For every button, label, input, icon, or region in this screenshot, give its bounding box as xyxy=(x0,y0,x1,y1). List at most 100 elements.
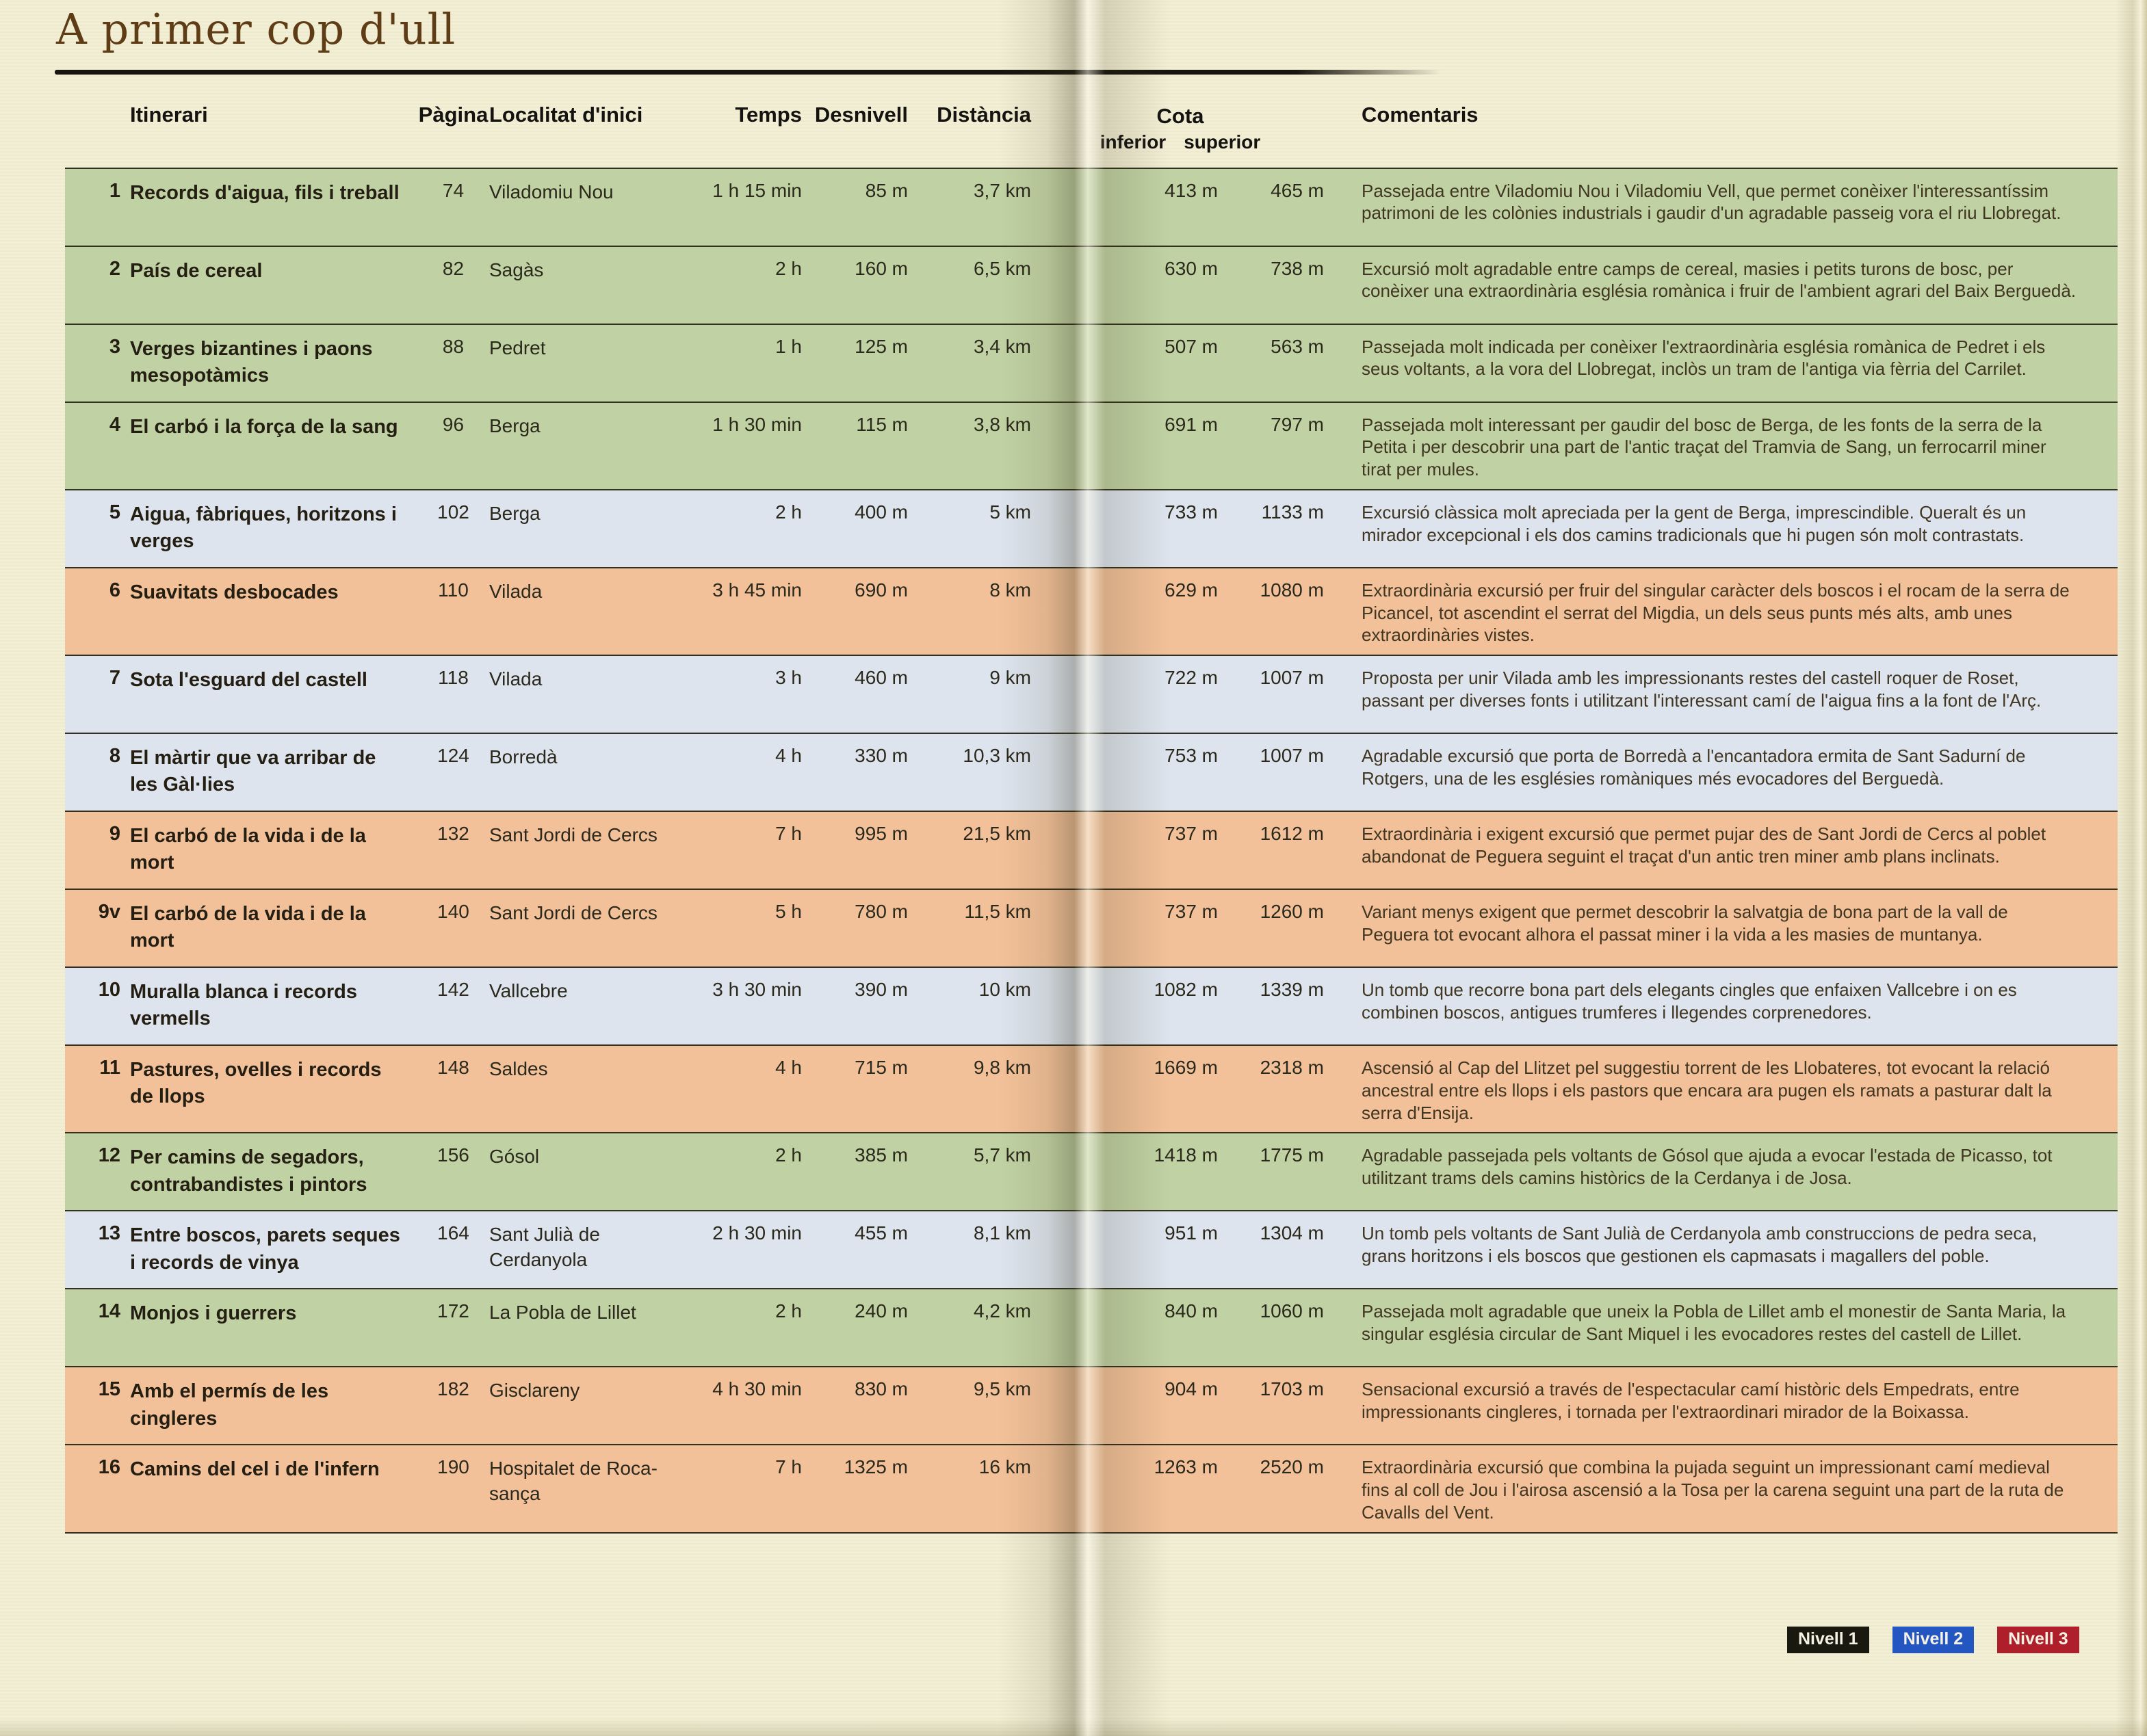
comment: Excursió clàssica molt apreciada per la … xyxy=(1362,501,2027,545)
distance: 5 km xyxy=(989,501,1031,523)
duration: 4 h xyxy=(775,745,802,767)
gutter-pad xyxy=(1037,403,1146,489)
distance: 21,5 km xyxy=(963,823,1031,845)
cota-superior: 1703 m xyxy=(1260,1378,1324,1400)
cota-inferior: 1669 m xyxy=(1154,1057,1218,1079)
cell-gap xyxy=(1324,1211,1362,1288)
header-cota-inferior: inferior xyxy=(1099,131,1167,153)
itinerary-number: 16 xyxy=(98,1456,120,1479)
start-locality: Gósol xyxy=(489,1146,540,1168)
itinerary-number: 9v xyxy=(98,901,120,923)
header-cota-label: Cota xyxy=(1156,104,1204,128)
cota-inferior: 630 m xyxy=(1164,257,1218,279)
comment: Sensacional excursió a través de l'espec… xyxy=(1362,1379,2020,1423)
end-pad xyxy=(2087,490,2118,567)
distance: 3,8 km xyxy=(973,413,1031,435)
cota-superior: 1060 m xyxy=(1260,1300,1324,1322)
cell-gap xyxy=(1324,1289,1362,1366)
header-spacer xyxy=(65,100,130,155)
duration: 2 h xyxy=(775,1144,802,1166)
itinerary-number: 9 xyxy=(109,823,120,845)
cota-inferior: 1082 m xyxy=(1154,979,1218,1001)
table-row: 5 Aigua, fàbriques, horitzons i verges 1… xyxy=(65,490,2118,568)
gutter-pad xyxy=(1037,968,1146,1044)
table-header: Itinerari Pàgina Localitat d'inici Temps… xyxy=(65,81,2118,168)
table-row: 8 El màrtir que va arribar de les Gàl·li… xyxy=(65,734,2118,813)
header-comentaris: Comentaris xyxy=(1362,103,1479,127)
itinerary-table: Itinerari Pàgina Localitat d'inici Temps… xyxy=(65,81,2118,1534)
table-row: 14 Monjos i guerrers 172 La Pobla de Lil… xyxy=(65,1289,2118,1368)
elevation-gain: 330 m xyxy=(855,745,908,767)
itinerary-title: Pastures, ovelles i records de llops xyxy=(130,1059,382,1108)
itinerary-title: Muralla blanca i records vermells xyxy=(130,981,358,1030)
duration: 2 h 30 min xyxy=(712,1222,802,1244)
elevation-gain: 455 m xyxy=(855,1222,908,1244)
itinerary-title: El màrtir que va arribar de les Gàl·lies xyxy=(130,747,376,796)
gutter-pad xyxy=(1037,1046,1146,1132)
itinerary-title: Per camins de segadors, contrabandistes … xyxy=(130,1146,367,1196)
page-title: A primer cop d'ull xyxy=(56,4,456,54)
gutter-pad xyxy=(1037,1133,1146,1210)
gutter-pad xyxy=(1037,1445,1146,1531)
cell-gap xyxy=(1324,656,1362,733)
gutter-pad xyxy=(1037,1211,1146,1288)
page-number: 164 xyxy=(437,1222,469,1244)
end-pad xyxy=(2087,247,2118,324)
distance: 10,3 km xyxy=(963,745,1031,767)
elevation-gain: 995 m xyxy=(855,823,908,845)
end-pad xyxy=(2087,325,2118,402)
page-number: 82 xyxy=(442,257,465,279)
legend-chip: Nivell 2 xyxy=(1892,1627,1975,1653)
cota-inferior: 691 m xyxy=(1164,413,1218,435)
table-row: 15 Amb el permís de les cingleres 182 Gi… xyxy=(65,1367,2118,1446)
duration: 3 h 30 min xyxy=(712,979,802,1001)
itinerary-title: Suavitats desbocades xyxy=(130,581,339,603)
gutter-pad xyxy=(1037,490,1146,567)
table-row: 11 Pastures, ovelles i records de llops … xyxy=(65,1046,2118,1134)
page-number: 132 xyxy=(437,823,469,845)
legend-chip: Nivell 1 xyxy=(1787,1627,1869,1653)
itinerary-title: Amb el permís de les cingleres xyxy=(130,1380,329,1430)
distance: 4,2 km xyxy=(973,1300,1031,1322)
duration: 7 h xyxy=(775,823,802,845)
cota-superior: 738 m xyxy=(1271,257,1324,279)
itinerary-number: 10 xyxy=(98,979,120,1001)
start-locality: Sant Jordi de Cercs xyxy=(489,824,658,846)
itinerary-number: 4 xyxy=(109,413,120,436)
cota-superior: 465 m xyxy=(1271,179,1324,201)
duration: 1 h 15 min xyxy=(712,179,802,201)
start-locality: Berga xyxy=(489,415,541,436)
table-row: 16 Camins del cel i de l'infern 190 Hosp… xyxy=(65,1445,2118,1534)
page-bottom-edge xyxy=(0,1718,2147,1736)
comment: Extraordinària i exigent excursió que pe… xyxy=(1362,824,2046,867)
itinerary-title: El carbó i la força de la sang xyxy=(130,415,398,438)
cota-superior: 2520 m xyxy=(1260,1456,1324,1478)
end-pad xyxy=(2087,734,2118,811)
duration: 3 h 45 min xyxy=(712,579,802,601)
table-row: 2 País de cereal 82 Sagàs 2 h 160 m 6,5 … xyxy=(65,246,2118,325)
comment: Agradable excursió que porta de Borredà … xyxy=(1362,746,2026,789)
start-locality: Sant Jordi de Cercs xyxy=(489,902,658,924)
comment: Excursió molt agradable entre camps de c… xyxy=(1362,258,2077,302)
cota-superior: 1612 m xyxy=(1260,823,1324,845)
duration: 2 h xyxy=(775,501,802,523)
comment: Passejada molt agradable que uneix la Po… xyxy=(1362,1301,2066,1345)
cell-gap xyxy=(1324,812,1362,889)
duration: 2 h xyxy=(775,1300,802,1322)
end-pad xyxy=(2087,812,2118,889)
page-number: 148 xyxy=(437,1057,469,1079)
page-number: 110 xyxy=(438,579,469,601)
duration: 2 h xyxy=(775,257,802,279)
duration: 4 h 30 min xyxy=(712,1378,802,1400)
cell-gap xyxy=(1324,1133,1362,1210)
header-endpad xyxy=(2087,100,2118,155)
end-pad xyxy=(2087,169,2118,246)
elevation-gain: 115 m xyxy=(856,413,908,435)
end-pad xyxy=(2087,403,2118,489)
start-locality: Gisclareny xyxy=(489,1380,580,1402)
distance: 5,7 km xyxy=(973,1144,1031,1166)
elevation-gain: 690 m xyxy=(855,579,908,601)
gutter-pad xyxy=(1037,1367,1146,1444)
elevation-gain: 160 m xyxy=(855,257,908,279)
start-locality: Vallcebre xyxy=(489,980,568,1002)
